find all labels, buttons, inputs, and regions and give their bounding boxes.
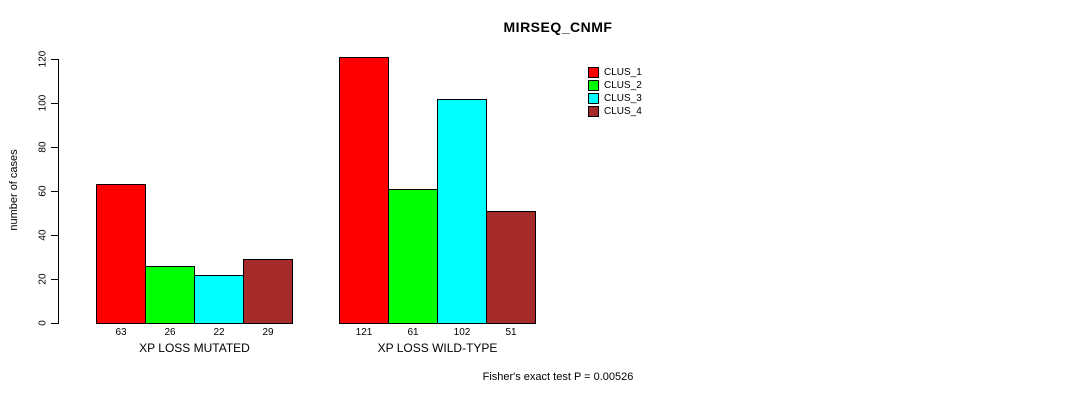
y-axis: [58, 59, 59, 324]
bar-value-clus-2-xp-loss-wild-type: 61: [407, 327, 419, 338]
legend-swatch-clus-2: [588, 80, 599, 91]
legend-item-clus-2: CLUS_2: [588, 79, 642, 92]
legend-swatch-clus-4: [588, 106, 599, 117]
y-tick-label-40: 40: [37, 229, 49, 241]
group-label-xp-loss-wild-type: XP LOSS WILD-TYPE: [377, 341, 498, 355]
bar-value-clus-3-xp-loss-mutated: 22: [213, 327, 225, 338]
y-tick-label-80: 80: [37, 141, 49, 153]
bar-clus-1-xp-loss-mutated: [96, 184, 146, 324]
legend-label-clus-2: CLUS_2: [604, 80, 642, 91]
group-label-xp-loss-mutated: XP LOSS MUTATED: [139, 341, 250, 355]
y-tick-mark-20: [51, 279, 58, 280]
y-tick-mark-120: [51, 59, 58, 60]
bar-clus-3-xp-loss-mutated: [194, 275, 244, 324]
bar-value-clus-2-xp-loss-mutated: 26: [164, 327, 176, 338]
bar-clus-2-xp-loss-wild-type: [388, 189, 438, 324]
legend-item-clus-4: CLUS_4: [588, 105, 642, 118]
bar-clus-3-xp-loss-wild-type: [437, 99, 487, 324]
legend-swatch-clus-1: [588, 67, 599, 78]
fisher-test-annotation: Fisher's exact test P = 0.00526: [482, 371, 634, 383]
legend-label-clus-3: CLUS_3: [604, 93, 642, 104]
y-tick-label-0: 0: [37, 320, 49, 326]
y-axis-label: number of cases: [8, 149, 20, 231]
bar-value-clus-3-xp-loss-wild-type: 102: [453, 327, 471, 338]
legend-item-clus-3: CLUS_3: [588, 92, 642, 105]
chart-title: MIRSEQ_CNMF: [503, 19, 613, 35]
legend-label-clus-4: CLUS_4: [604, 106, 642, 117]
y-tick-mark-80: [51, 147, 58, 148]
y-tick-label-100: 100: [37, 94, 49, 112]
bar-clus-1-xp-loss-wild-type: [339, 57, 389, 324]
bar-value-clus-4-xp-loss-wild-type: 51: [505, 327, 517, 338]
y-tick-mark-60: [51, 191, 58, 192]
bar-value-clus-1-xp-loss-mutated: 63: [115, 327, 127, 338]
y-tick-mark-0: [51, 323, 58, 324]
legend-swatch-clus-3: [588, 93, 599, 104]
bar-clus-4-xp-loss-wild-type: [486, 211, 536, 324]
y-tick-label-60: 60: [37, 185, 49, 197]
legend-item-clus-1: CLUS_1: [588, 66, 642, 79]
y-tick-label-20: 20: [37, 273, 49, 285]
y-tick-mark-100: [51, 103, 58, 104]
y-tick-mark-40: [51, 235, 58, 236]
legend: CLUS_1 CLUS_2 CLUS_3 CLUS_4: [588, 66, 642, 118]
bar-value-clus-1-xp-loss-wild-type: 121: [355, 327, 373, 338]
bar-clus-4-xp-loss-mutated: [243, 259, 293, 324]
bar-value-clus-4-xp-loss-mutated: 29: [262, 327, 274, 338]
legend-label-clus-1: CLUS_1: [604, 67, 642, 78]
y-tick-label-120: 120: [37, 50, 49, 68]
bar-clus-2-xp-loss-mutated: [145, 266, 195, 324]
